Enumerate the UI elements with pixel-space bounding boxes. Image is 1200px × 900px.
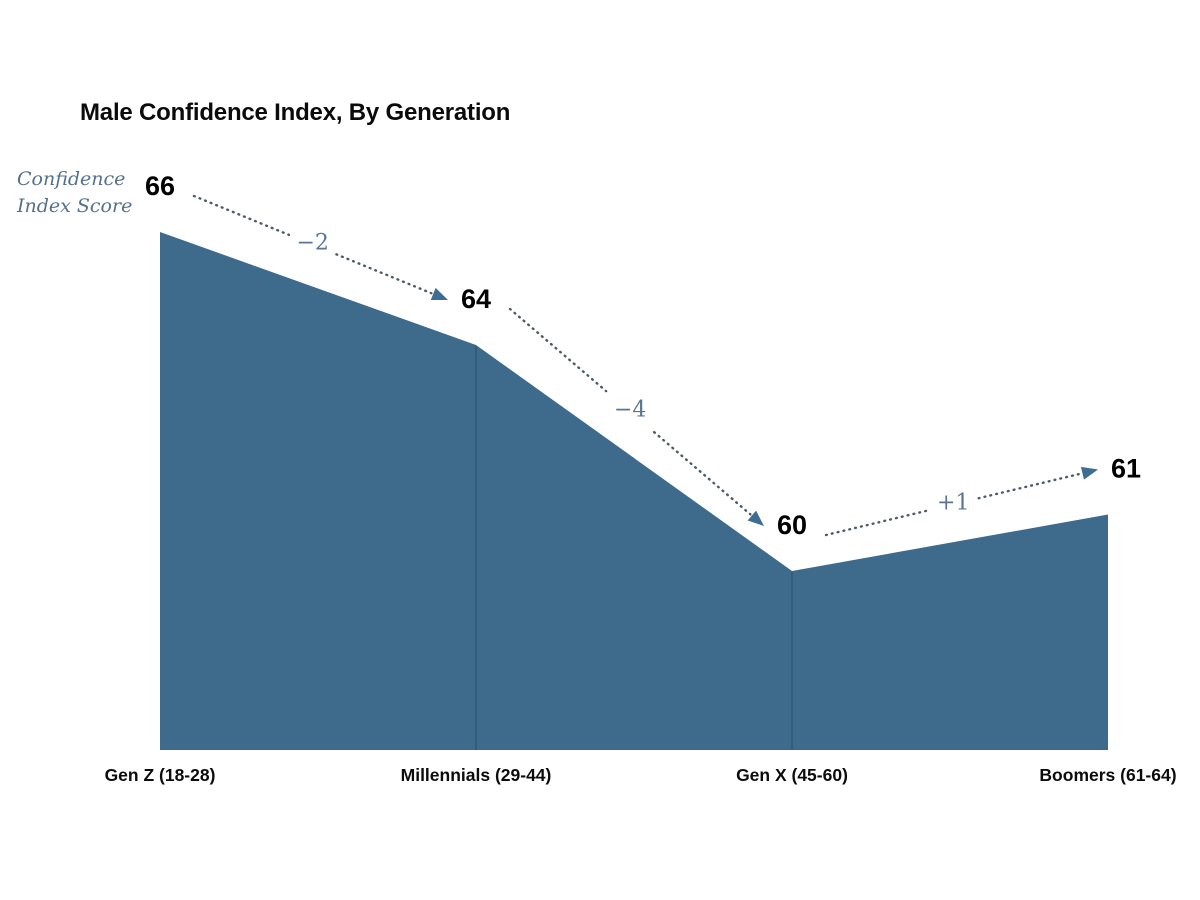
arrow-dotted-line bbox=[335, 253, 433, 295]
value-label: 64 bbox=[461, 284, 491, 314]
category-label: Gen X (45-60) bbox=[736, 765, 848, 785]
category-label: Millennials (29-44) bbox=[401, 765, 552, 785]
value-label: 61 bbox=[1111, 454, 1141, 484]
chart-title: Male Confidence Index, By Generation bbox=[80, 99, 511, 126]
y-axis-label-line2: Index Score bbox=[17, 195, 133, 217]
y-axis-label: Confidence Index Score bbox=[17, 166, 132, 220]
arrow-head-icon bbox=[747, 510, 764, 526]
delta-label: +1 bbox=[937, 490, 969, 515]
arrow-dotted-line bbox=[508, 307, 608, 393]
value-label: 66 bbox=[145, 171, 175, 201]
y-axis-label-line1: Confidence bbox=[17, 168, 126, 190]
category-label: Boomers (61-64) bbox=[1039, 765, 1176, 785]
delta-label: −2 bbox=[296, 231, 328, 256]
delta-label: −4 bbox=[614, 398, 646, 423]
arrow-dotted-line bbox=[192, 194, 291, 237]
arrow-dotted-line bbox=[824, 509, 930, 537]
arrow-dotted-line bbox=[977, 472, 1082, 500]
category-label: Gen Z (18-28) bbox=[105, 765, 216, 785]
area-fill bbox=[160, 232, 1108, 750]
arrow-head-icon bbox=[1080, 466, 1098, 480]
value-label: 60 bbox=[777, 510, 807, 540]
arrow-head-icon bbox=[430, 287, 448, 300]
